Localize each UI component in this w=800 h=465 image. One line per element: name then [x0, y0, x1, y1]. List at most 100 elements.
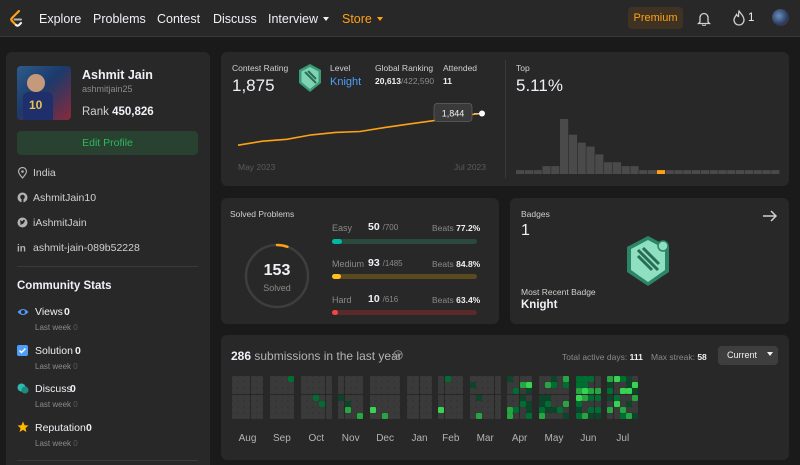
heatmap-cell[interactable]: [588, 413, 595, 420]
heatmap-cell[interactable]: [513, 394, 520, 401]
heatmap-cell[interactable]: [356, 388, 363, 395]
top-percentile-chart[interactable]: [516, 110, 781, 176]
heatmap-cell[interactable]: [444, 382, 451, 389]
heatmap-cell[interactable]: [525, 388, 532, 395]
heatmap-cell[interactable]: [369, 376, 376, 382]
edit-profile-button[interactable]: Edit Profile: [17, 131, 198, 155]
heatmap-cell[interactable]: [307, 388, 313, 395]
heatmap-cell[interactable]: [450, 382, 457, 389]
heatmap-cell[interactable]: [444, 413, 451, 420]
heatmap-cell[interactable]: [632, 400, 639, 407]
heatmap-cell[interactable]: [382, 407, 388, 413]
top-bar-5[interactable]: [551, 166, 560, 174]
heatmap-cell[interactable]: [588, 382, 595, 389]
heatmap-cell[interactable]: [444, 388, 451, 395]
heatmap-cell[interactable]: [275, 407, 282, 413]
top-bar-19[interactable]: [674, 170, 683, 174]
arrow-right-icon[interactable]: [762, 209, 778, 223]
heatmap-cell[interactable]: [425, 388, 432, 395]
heatmap-cell[interactable]: [238, 400, 245, 407]
heatmap-cell[interactable]: [338, 400, 345, 407]
heatmap-cell[interactable]: [232, 376, 238, 382]
heatmap-cell[interactable]: [582, 376, 589, 382]
heatmap-cell[interactable]: [444, 394, 451, 401]
heatmap-cell[interactable]: [338, 382, 345, 389]
heatmap-cell[interactable]: [450, 400, 457, 407]
heatmap-cell[interactable]: [582, 388, 589, 395]
heatmap-cell[interactable]: [519, 413, 526, 420]
year-selector[interactable]: Current: [718, 346, 778, 365]
heatmap-cell[interactable]: [325, 376, 332, 382]
heatmap-cell[interactable]: [475, 376, 482, 382]
heatmap-cell[interactable]: [632, 394, 639, 401]
heatmap-cell[interactable]: [538, 407, 545, 413]
heatmap-cell[interactable]: [525, 407, 532, 413]
heatmap-cell[interactable]: [632, 413, 639, 420]
heatmap-cell[interactable]: [488, 382, 495, 389]
heatmap-cell[interactable]: [450, 407, 457, 413]
heatmap-cell[interactable]: [338, 376, 345, 382]
heatmap-cell[interactable]: [594, 382, 601, 389]
heatmap-cell[interactable]: [325, 413, 332, 420]
heatmap-cell[interactable]: [413, 413, 420, 420]
heatmap-cell[interactable]: [613, 413, 620, 420]
top-bar-23[interactable]: [709, 170, 718, 174]
heatmap-cell[interactable]: [325, 400, 332, 407]
heatmap-cell[interactable]: [269, 394, 276, 401]
heatmap-cell[interactable]: [269, 407, 276, 413]
heatmap-cell[interactable]: [457, 413, 463, 420]
heatmap-cell[interactable]: [238, 388, 245, 395]
heatmap-cell[interactable]: [507, 388, 514, 395]
heatmap-cell[interactable]: [407, 376, 414, 382]
fire-icon[interactable]: [733, 10, 745, 26]
heatmap-cell[interactable]: [356, 400, 363, 407]
heatmap-cell[interactable]: [563, 382, 570, 389]
heatmap-cell[interactable]: [488, 413, 495, 420]
heatmap-cell[interactable]: [563, 394, 570, 401]
heatmap-cell[interactable]: [325, 382, 332, 389]
heatmap-cell[interactable]: [256, 382, 263, 389]
heatmap-cell[interactable]: [507, 394, 514, 401]
heatmap-cell[interactable]: [475, 413, 482, 420]
heatmap-cell[interactable]: [232, 394, 238, 401]
heatmap-cell[interactable]: [469, 388, 476, 395]
heatmap-cell[interactable]: [488, 388, 495, 395]
heatmap-cell[interactable]: [625, 394, 632, 401]
heatmap-cell[interactable]: [307, 407, 313, 413]
heatmap-cell[interactable]: [475, 394, 482, 401]
heatmap-cell[interactable]: [250, 394, 257, 401]
heatmap-cell[interactable]: [525, 376, 532, 382]
rating-point-latest[interactable]: [479, 110, 485, 117]
heatmap-cell[interactable]: [444, 407, 451, 413]
heatmap-cell[interactable]: [382, 388, 388, 395]
heatmap-cell[interactable]: [507, 382, 514, 389]
heatmap-cell[interactable]: [238, 407, 245, 413]
heatmap-cell[interactable]: [356, 413, 363, 420]
heatmap-cell[interactable]: [288, 388, 295, 395]
heatmap-cell[interactable]: [469, 376, 476, 382]
heatmap-cell[interactable]: [369, 382, 376, 389]
heatmap-cell[interactable]: [550, 388, 557, 395]
heatmap-cell[interactable]: [281, 376, 288, 382]
heatmap-cell[interactable]: [438, 400, 445, 407]
heatmap-cell[interactable]: [413, 388, 420, 395]
heatmap-cell[interactable]: [238, 376, 245, 382]
heatmap-cell[interactable]: [482, 376, 489, 382]
heatmap-cell[interactable]: [607, 407, 614, 413]
heatmap-cell[interactable]: [382, 382, 388, 389]
heatmap-cell[interactable]: [544, 376, 551, 382]
heatmap-cell[interactable]: [588, 407, 595, 413]
heatmap-cell[interactable]: [313, 388, 320, 395]
top-bar-30[interactable]: [771, 170, 780, 174]
heatmap-cell[interactable]: [269, 388, 276, 395]
heatmap-cell[interactable]: [232, 382, 238, 389]
heatmap-cell[interactable]: [350, 382, 357, 389]
heatmap-cell[interactable]: [419, 388, 426, 395]
heatmap-cell[interactable]: [344, 400, 351, 407]
heatmap-cell[interactable]: [438, 413, 445, 420]
heatmap-cell[interactable]: [557, 413, 564, 420]
heatmap-cell[interactable]: [582, 394, 589, 401]
heatmap-cell[interactable]: [619, 376, 626, 382]
heatmap-cell[interactable]: [613, 388, 620, 395]
heatmap-cell[interactable]: [594, 400, 601, 407]
